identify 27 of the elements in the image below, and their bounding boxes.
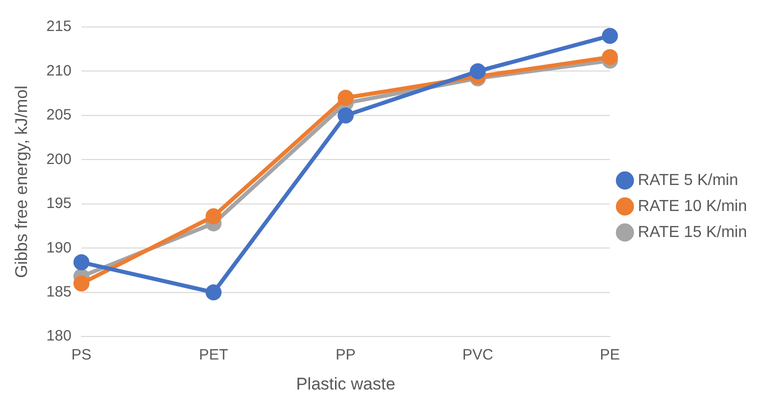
point	[206, 208, 222, 224]
legend-label: RATE 5 K/min	[638, 172, 738, 189]
y-tick-label: 190	[46, 239, 72, 256]
point	[206, 284, 222, 300]
y-tick-label: 195	[46, 195, 72, 212]
y-tick-label: 215	[46, 18, 72, 36]
y-tick-label: 205	[46, 106, 72, 124]
point	[602, 49, 618, 66]
y-tick-label: 200	[46, 150, 72, 168]
x-axis-title: Plastic waste	[296, 374, 396, 394]
point	[73, 254, 90, 270]
legend-label: RATE 10 K/min	[638, 198, 748, 215]
x-tick-label: PP	[336, 346, 356, 364]
x-tick-label: PS	[71, 346, 92, 364]
y-tick-label: 180	[46, 328, 72, 345]
y-tick-label: 185	[46, 284, 72, 301]
legend-label: RATE 15 K/min	[638, 224, 748, 241]
point	[470, 63, 486, 80]
x-tick-label: PET	[198, 346, 228, 364]
y-tick-label: 210	[46, 62, 72, 80]
point	[602, 28, 618, 44]
point	[338, 90, 354, 106]
x-tick-label: PVC	[462, 346, 494, 364]
x-tick-label: PE	[600, 346, 620, 364]
point	[73, 276, 90, 292]
point	[338, 107, 354, 124]
y-axis-title: Gibbs free energy, kJ/mol	[12, 86, 31, 278]
